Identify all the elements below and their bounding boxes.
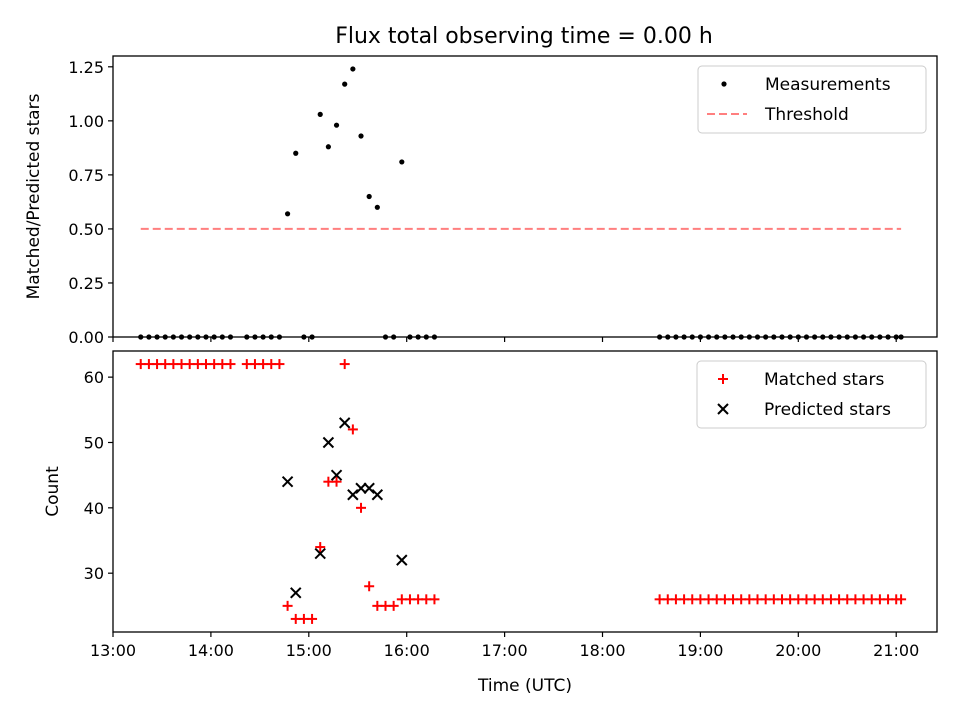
data-point-b: [281, 475, 294, 488]
y-axis-label: Count: [43, 466, 63, 517]
data-point-b: [322, 436, 335, 449]
x-tick-label: 14:00: [188, 641, 234, 660]
x-axis-label: Time (UTC): [477, 676, 572, 696]
data-point: [350, 66, 356, 72]
y-axis-label: Matched/Predicted stars: [24, 93, 44, 299]
legend-label: Predicted stars: [764, 400, 891, 420]
data-point: [355, 482, 367, 494]
legend-label: Measurements: [765, 75, 891, 95]
data-point: [396, 554, 408, 566]
data-point: [293, 150, 299, 156]
axes-frame: [112, 55, 938, 338]
data-point-b: [355, 482, 367, 494]
data-point: [399, 159, 405, 165]
data-point: [363, 482, 375, 494]
data-point: [282, 600, 293, 611]
data-point: [333, 122, 340, 128]
data-point: [315, 542, 326, 553]
data-point-b: [371, 489, 384, 501]
data-point: [896, 594, 907, 605]
y-tick-label: 50: [84, 433, 104, 452]
data-point: [347, 489, 359, 501]
ratio-panel: 0.00 0.25 0.50 0.75 1.00 1.25 Matched/Predicte…: [24, 55, 938, 347]
data-point: [338, 417, 351, 429]
data-point-b: [330, 469, 343, 481]
legend: Matched stars Predicted stars: [696, 360, 927, 429]
data-point: [281, 475, 294, 488]
data-point: [364, 581, 375, 592]
data-point: [307, 613, 318, 624]
x-tick-label: 18:00: [579, 641, 625, 660]
y-tick-label: 30: [84, 564, 104, 583]
legend-box: [696, 360, 927, 429]
y-tick-label: 0.00: [68, 328, 104, 347]
x-tick-label: 13:00: [90, 641, 136, 660]
data-point: [225, 359, 236, 370]
y-tick-label: 1.00: [68, 112, 104, 131]
data-point: [290, 587, 302, 599]
y-tick-label: 0.25: [68, 274, 104, 293]
legend-swatch: [717, 403, 729, 415]
data-point: [339, 359, 350, 370]
legend-swatch: [718, 374, 728, 384]
x-tick-label: 17:00: [482, 641, 528, 660]
legend-label: Threshold: [764, 105, 849, 125]
data-point: [317, 111, 323, 117]
y-tick-label: 60: [84, 368, 104, 387]
data-point: [342, 81, 348, 87]
data-point: [388, 600, 399, 611]
y-tick-label: 40: [84, 499, 104, 518]
data-point: [358, 133, 364, 139]
data-point: [374, 204, 380, 210]
legend-label: Matched stars: [764, 370, 884, 390]
legend-swatch-b: [717, 403, 729, 415]
data-point-b: [363, 482, 375, 494]
axes-frame: [112, 350, 938, 633]
data-point: [322, 436, 335, 449]
legend-swatch: [721, 81, 727, 87]
data-point: [330, 469, 343, 481]
x-tick-label: 16:00: [384, 641, 430, 660]
x-tick-label: 21:00: [873, 641, 919, 660]
legend: Measurements Threshold: [697, 65, 927, 134]
data-point-b: [290, 587, 302, 599]
data-point: [284, 211, 291, 217]
data-point: [347, 424, 358, 435]
data-point: [366, 193, 372, 200]
data-point-b: [396, 554, 408, 566]
data-point: [325, 144, 331, 150]
data-point-b: [314, 547, 326, 560]
y-tick-label: 0.75: [68, 166, 104, 185]
data-point: [356, 502, 367, 513]
y-tick-label: 1.25: [68, 58, 104, 77]
data-point-b: [338, 417, 351, 429]
x-tick-label: 19:00: [677, 641, 723, 660]
figure-title: Flux total observing time = 0.00 h: [335, 24, 713, 49]
series-predicted-stars: [281, 417, 408, 599]
y-tick-label: 0.50: [68, 220, 104, 239]
data-point: [429, 594, 440, 605]
legend-box: [697, 65, 927, 134]
data-point-b: [347, 489, 359, 501]
data-point: [274, 359, 285, 370]
data-point: [371, 489, 384, 501]
x-tick-label: 20:00: [775, 641, 821, 660]
count-panel: 13:00 14:00 15:00 16:00 17:00 18:00 19:00 20:00…: [43, 350, 938, 696]
series-matched-stars: [135, 359, 907, 624]
data-point: [331, 476, 342, 487]
data-point: [314, 547, 326, 560]
x-tick-label: 15:00: [286, 641, 332, 660]
